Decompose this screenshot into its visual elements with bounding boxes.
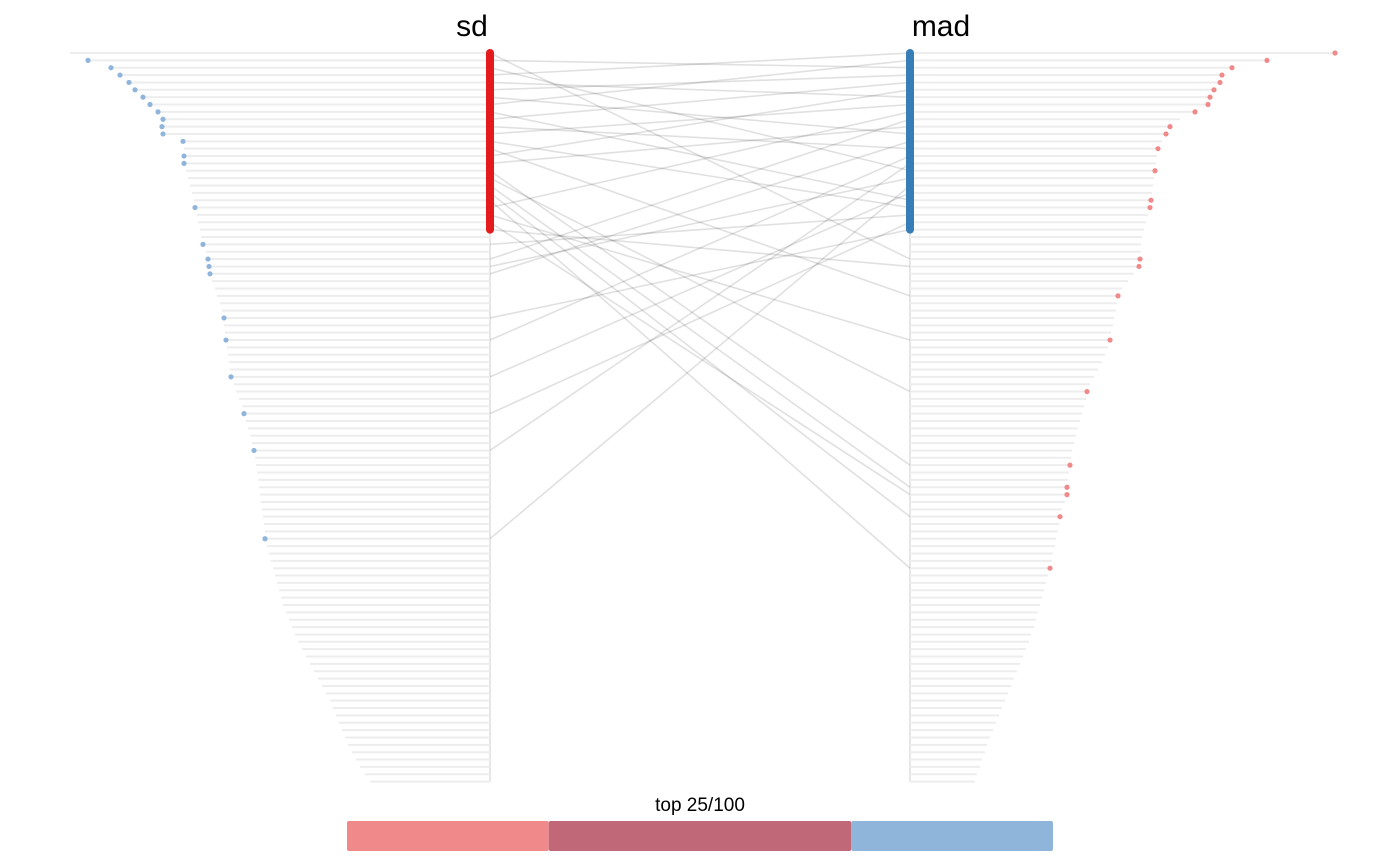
rank-link [489,111,911,209]
rank-link [489,81,911,98]
left-dot [85,57,91,63]
left-dot [181,160,187,166]
right-dot [1137,256,1143,262]
summary-segment [548,821,852,851]
rank-link [489,155,911,341]
left-dot [228,374,234,380]
rank-link [489,125,911,165]
rank-link [489,140,911,209]
left-dot [200,241,206,247]
rank-link [489,177,911,268]
rank-link [489,89,911,157]
left-dot [160,116,166,122]
right-dot [1047,565,1053,571]
rank-link [489,214,911,246]
left-dot [251,447,257,454]
left-dot [155,109,161,115]
left-dot [140,94,146,100]
left-dot [147,101,153,108]
right-dot [1084,388,1090,395]
summary-segment [851,821,1053,851]
right-dot [1207,94,1213,100]
right-dot [1107,337,1113,343]
rank-link [489,162,911,452]
left-dot [223,337,229,343]
left-dot [180,138,186,144]
left-dot [160,131,166,137]
rank-link [489,111,911,201]
right-dot [1211,87,1217,93]
left-dot [117,72,123,78]
right-dot [1205,101,1211,108]
rank-link [489,66,911,172]
right-dot [1264,57,1270,63]
rank-link [489,199,911,569]
right-dot [1332,50,1338,56]
right-dot [1057,514,1063,520]
caption: top 25/100 [655,795,745,816]
rank-link [489,192,911,518]
left-dot [126,79,132,86]
rank-link [489,221,911,496]
rank-link [489,228,911,319]
rank-link [489,214,911,341]
rank-link [489,74,911,91]
rank-link [489,184,911,540]
right-dot [1148,197,1154,203]
right-dot [1115,293,1121,299]
right-dot [1217,79,1223,86]
right-dot [1163,131,1169,137]
right-dot [1064,492,1070,498]
rank-link [489,147,911,297]
rank-link [489,52,911,260]
right-dot [1067,462,1073,468]
right-dot [1219,72,1225,78]
rank-link [489,140,911,275]
rank-link [489,170,911,466]
rank-link [489,177,911,393]
right-dot [1147,204,1153,211]
rank-link [489,221,911,415]
right-dot [1064,484,1070,490]
right-dot [1152,168,1158,174]
left-dot [132,87,138,93]
rank-link [489,184,911,488]
rank-link [489,59,911,106]
rank-link [489,103,911,135]
left-dot [181,153,187,159]
rank-link [489,52,911,76]
axis-title-left: sd [456,10,488,43]
left-dot [262,536,268,542]
axis-title-right: mad [912,10,970,43]
rank-link [489,192,911,378]
rank-link [489,228,911,268]
left-dot [207,271,213,277]
left-dot [108,65,114,71]
left-dot [205,256,211,262]
right-dot [1229,65,1235,71]
left-dot [192,204,198,211]
rank-link [489,81,911,121]
summary-segment [347,821,549,851]
right-dot [1155,146,1161,152]
right-dot [1136,263,1142,270]
rank-link [489,96,911,135]
left-dot [206,263,212,270]
rank-link [489,59,911,69]
rank-link [489,125,911,150]
rank-link [489,118,911,260]
left-dot [221,315,227,321]
left-dot [159,124,165,130]
right-dot [1167,124,1173,130]
left-dot [241,411,247,417]
right-dot [1192,109,1198,115]
